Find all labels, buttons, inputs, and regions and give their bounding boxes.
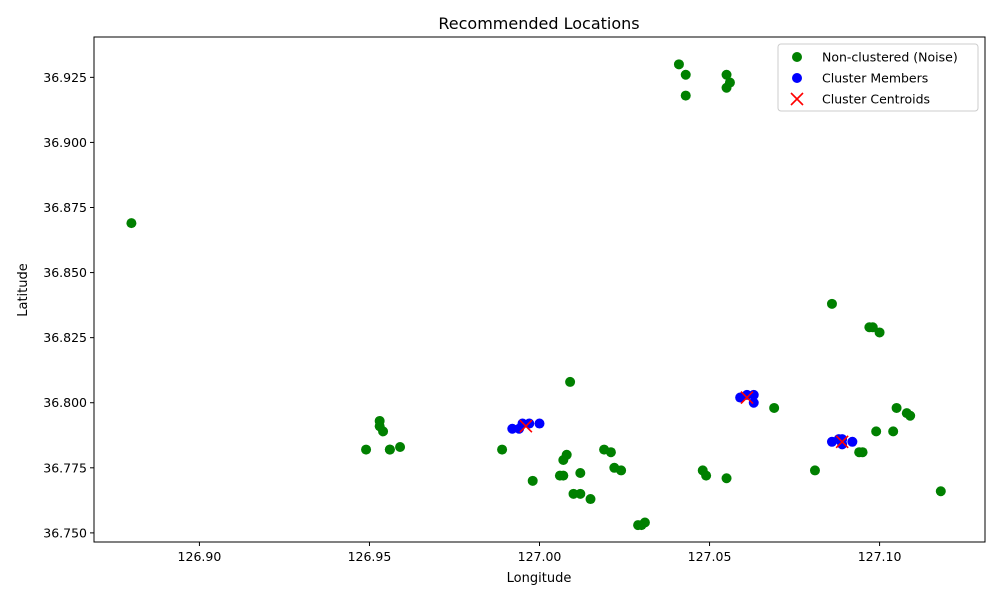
noise-point [605, 447, 616, 458]
noise-point [721, 473, 732, 484]
noise-point [809, 465, 820, 476]
y-tick-label: 36.800 [43, 395, 87, 410]
legend-label: Non-clustered (Noise) [822, 50, 958, 65]
axes: 126.90 126.95 127.00 127.05 127.10 36.750 36.7… [43, 36, 986, 564]
noise-point [680, 69, 691, 80]
legend-marker-x [790, 92, 804, 106]
legend-box [777, 43, 979, 112]
noise-point [558, 470, 569, 481]
legend-label: Cluster Members [822, 71, 928, 86]
noise-point [888, 426, 899, 437]
centroid-point [835, 435, 849, 449]
y-tick-label: 36.850 [43, 265, 87, 280]
noise-point [395, 441, 406, 452]
y-tick-label: 36.825 [43, 330, 87, 345]
noise-point [497, 444, 508, 455]
series-2 [519, 390, 849, 449]
legend-label: Cluster Centroids [822, 92, 930, 107]
noise-point [874, 327, 885, 338]
legend-marker-circle [792, 73, 802, 83]
x-tick-label: 126.90 [178, 549, 222, 564]
noise-point [585, 494, 596, 505]
noise-point [721, 82, 732, 93]
noise-point [867, 322, 878, 333]
noise-point [769, 402, 780, 413]
noise-point [575, 488, 586, 499]
noise-point [935, 486, 946, 497]
x-tick-label: 126.95 [348, 549, 392, 564]
noise-point [565, 376, 576, 387]
x-axis-label: Longitude [507, 571, 572, 586]
x-tick-label: 127.10 [858, 549, 902, 564]
legend-marker-circle [792, 52, 802, 62]
cluster-member-point [534, 418, 545, 429]
noise-point [871, 426, 882, 437]
x-tick-label: 127.00 [518, 549, 562, 564]
noise-point [891, 402, 902, 413]
plot-area [126, 59, 946, 531]
noise-point [361, 444, 372, 455]
legend: Non-clustered (Noise) Cluster Members Clus… [777, 43, 979, 112]
noise-point [558, 455, 569, 466]
noise-point [575, 468, 586, 479]
noise-point [384, 444, 395, 455]
noise-point [616, 465, 627, 476]
noise-point [527, 475, 538, 486]
y-tick-label: 36.775 [43, 460, 87, 475]
chart-title: Recommended Locations [438, 14, 639, 33]
x-tick-label: 127.05 [688, 549, 732, 564]
noise-point [378, 426, 389, 437]
y-axis-label: Latitude [16, 263, 31, 317]
noise-point [673, 59, 684, 70]
noise-point [701, 470, 712, 481]
centroid-point [740, 390, 754, 405]
y-tick-label: 36.900 [43, 135, 87, 150]
centroid-point [519, 419, 533, 433]
noise-point [857, 447, 868, 458]
noise-point [680, 90, 691, 101]
noise-point [126, 218, 137, 229]
noise-point [721, 69, 732, 80]
y-tick-label: 36.925 [43, 70, 87, 85]
noise-point [826, 298, 837, 309]
cluster-member-point [847, 436, 858, 447]
y-tick-label: 36.875 [43, 200, 87, 215]
noise-point [905, 410, 916, 421]
cluster-member-point [748, 397, 759, 408]
series-0 [126, 59, 946, 531]
noise-point [639, 517, 650, 528]
cluster-member-point [837, 439, 848, 450]
y-tick-label: 36.750 [43, 525, 87, 540]
